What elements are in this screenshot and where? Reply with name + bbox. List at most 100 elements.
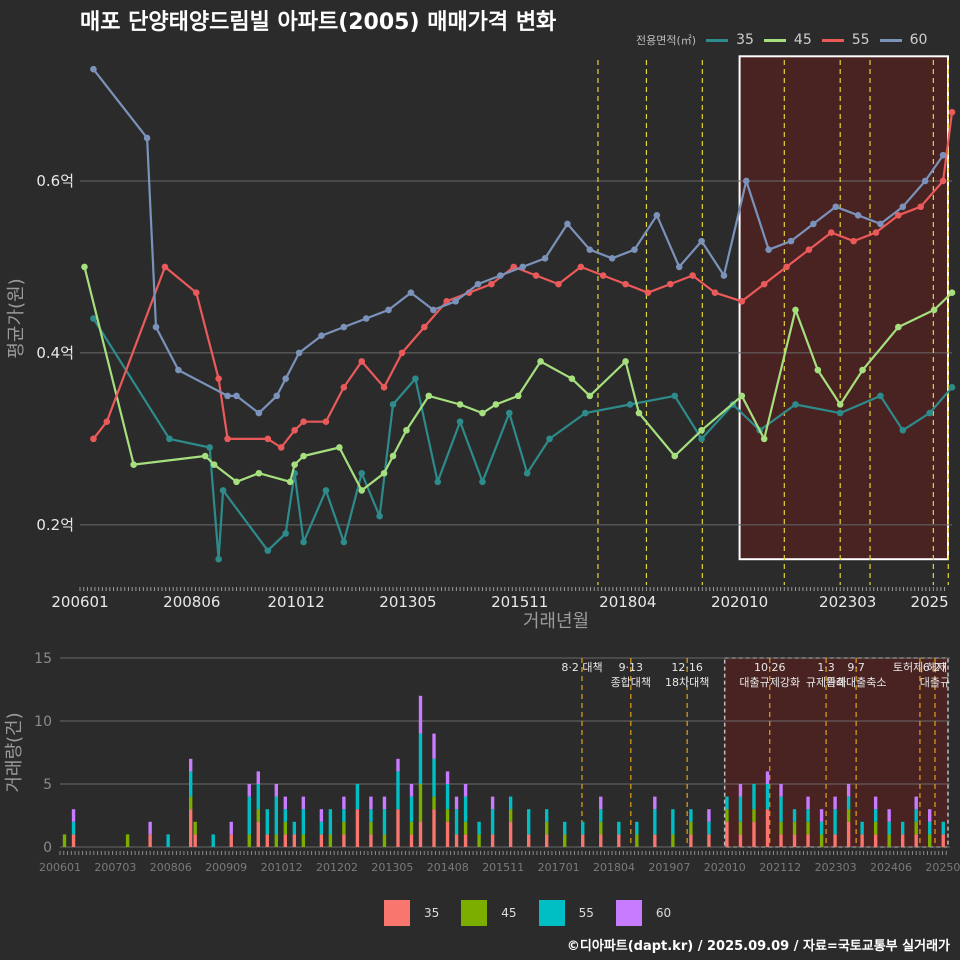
volume-bar-55 bbox=[274, 796, 278, 835]
x-tick-label: 200806 bbox=[163, 593, 220, 611]
data-point-60 bbox=[295, 349, 303, 357]
volume-bar-55 bbox=[166, 834, 170, 847]
x-tick-label: 201012 bbox=[267, 593, 324, 611]
series-line-55 bbox=[92, 112, 954, 449]
volume-bar-35 bbox=[707, 834, 711, 847]
volume-bar-55 bbox=[396, 771, 400, 810]
data-point-35 bbox=[215, 555, 222, 563]
legend-label-35: 35 bbox=[736, 32, 754, 48]
y-tick-label: 0 bbox=[43, 840, 52, 856]
legend-title: 전용면적(㎡) bbox=[636, 34, 697, 47]
volume-bar-35 bbox=[738, 834, 743, 847]
volume-bar-45 bbox=[599, 821, 603, 835]
volume-bar-55 bbox=[914, 809, 918, 822]
data-point-45 bbox=[336, 444, 343, 451]
volume-bar-55 bbox=[833, 809, 837, 835]
data-point-35 bbox=[523, 469, 531, 477]
data-point-55 bbox=[689, 272, 696, 279]
volume-bar-55 bbox=[617, 821, 621, 835]
volume-bar-55 bbox=[301, 809, 306, 835]
data-point-45 bbox=[738, 392, 746, 400]
data-point-35 bbox=[300, 538, 307, 546]
volume-bar-55 bbox=[477, 821, 481, 835]
policy-annotation: 특례대출축소 bbox=[826, 676, 887, 689]
volume-bar-55 bbox=[369, 809, 373, 822]
volume-bar-60 bbox=[738, 784, 743, 797]
data-point-60 bbox=[175, 366, 182, 374]
volume-bar-55 bbox=[382, 809, 387, 835]
volume-bar-35 bbox=[873, 834, 878, 847]
x-tick-label: 200703 bbox=[94, 861, 136, 874]
volume-legend-label-55: 55 bbox=[578, 906, 594, 920]
data-point-55 bbox=[103, 418, 111, 425]
volume-bar-35 bbox=[806, 834, 810, 847]
x-tick-label: 202303 bbox=[819, 593, 876, 611]
volume-bar-55 bbox=[752, 784, 756, 810]
policy-annotation: 대출규 bbox=[920, 676, 950, 689]
data-point-45 bbox=[479, 409, 486, 417]
volume-bar-45 bbox=[846, 809, 851, 822]
data-point-60 bbox=[921, 177, 929, 185]
volume-bar-55 bbox=[941, 821, 945, 835]
data-point-45 bbox=[859, 366, 866, 374]
volume-bar-45 bbox=[188, 796, 193, 810]
legend-label-60: 60 bbox=[909, 32, 928, 48]
data-point-35 bbox=[90, 315, 97, 322]
policy-annotation: 12·16 bbox=[671, 661, 703, 674]
y-tick-label: 0.6억 bbox=[36, 172, 74, 190]
volume-bar-45 bbox=[792, 821, 797, 835]
data-point-45 bbox=[255, 469, 263, 477]
x-tick-label: 200601 bbox=[51, 593, 108, 611]
volume-bar-55 bbox=[526, 809, 531, 835]
data-point-35 bbox=[282, 530, 290, 537]
volume-bar-45 bbox=[738, 821, 743, 835]
volume-legend-45: 45 bbox=[461, 900, 517, 926]
volume-bar-45 bbox=[409, 821, 414, 835]
data-point-60 bbox=[854, 212, 862, 219]
data-point-35 bbox=[434, 478, 442, 486]
volume-bar-45 bbox=[369, 821, 373, 835]
data-point-45 bbox=[233, 478, 240, 486]
data-point-60 bbox=[832, 203, 840, 211]
volume-bar-60 bbox=[653, 796, 657, 810]
data-point-35 bbox=[505, 409, 513, 417]
data-point-60 bbox=[608, 255, 616, 262]
y-tick-label: 0.2억 bbox=[36, 516, 74, 534]
data-point-55 bbox=[215, 375, 222, 382]
volume-bar-60 bbox=[914, 796, 918, 810]
volume-bar-55 bbox=[860, 821, 864, 835]
data-point-60 bbox=[282, 375, 290, 382]
data-point-55 bbox=[948, 108, 956, 116]
data-point-35 bbox=[948, 383, 956, 391]
volume-bar-55 bbox=[454, 809, 459, 835]
data-point-45 bbox=[291, 461, 298, 468]
volume-bar-35 bbox=[779, 834, 783, 847]
data-point-55 bbox=[711, 289, 719, 297]
data-point-55 bbox=[622, 280, 629, 288]
data-point-60 bbox=[877, 220, 884, 228]
volume-bar-55 bbox=[563, 821, 567, 835]
volume-bar-35 bbox=[396, 809, 400, 847]
volume-bar-55 bbox=[508, 796, 513, 810]
volume-bar-35 bbox=[581, 834, 585, 847]
volume-bar-60 bbox=[599, 796, 603, 810]
volume-bar-55 bbox=[806, 809, 810, 822]
credit-text: ©디아파트(dapt.kr) / 2025.09.09 / 자료=국토교통부 실… bbox=[566, 939, 950, 954]
volume-bar-55 bbox=[342, 809, 346, 822]
volume-bar-35 bbox=[617, 834, 621, 847]
volume-bar-45 bbox=[463, 821, 468, 835]
volume-bar-45 bbox=[193, 821, 197, 835]
data-point-55 bbox=[805, 246, 813, 254]
volume-bar-60 bbox=[382, 796, 387, 810]
volume-bar-35 bbox=[526, 834, 531, 847]
volume-bar-45 bbox=[256, 809, 260, 822]
volume-bar-60 bbox=[432, 733, 436, 759]
data-point-55 bbox=[224, 435, 231, 443]
data-point-45 bbox=[286, 478, 294, 486]
volume-bar-45 bbox=[725, 809, 729, 822]
data-point-60 bbox=[541, 255, 549, 262]
data-point-55 bbox=[358, 358, 366, 365]
x-tick-label: 201408 bbox=[427, 861, 469, 874]
volume-legend-55: 55 bbox=[538, 900, 594, 926]
x-tick-label: 201511 bbox=[482, 861, 524, 874]
